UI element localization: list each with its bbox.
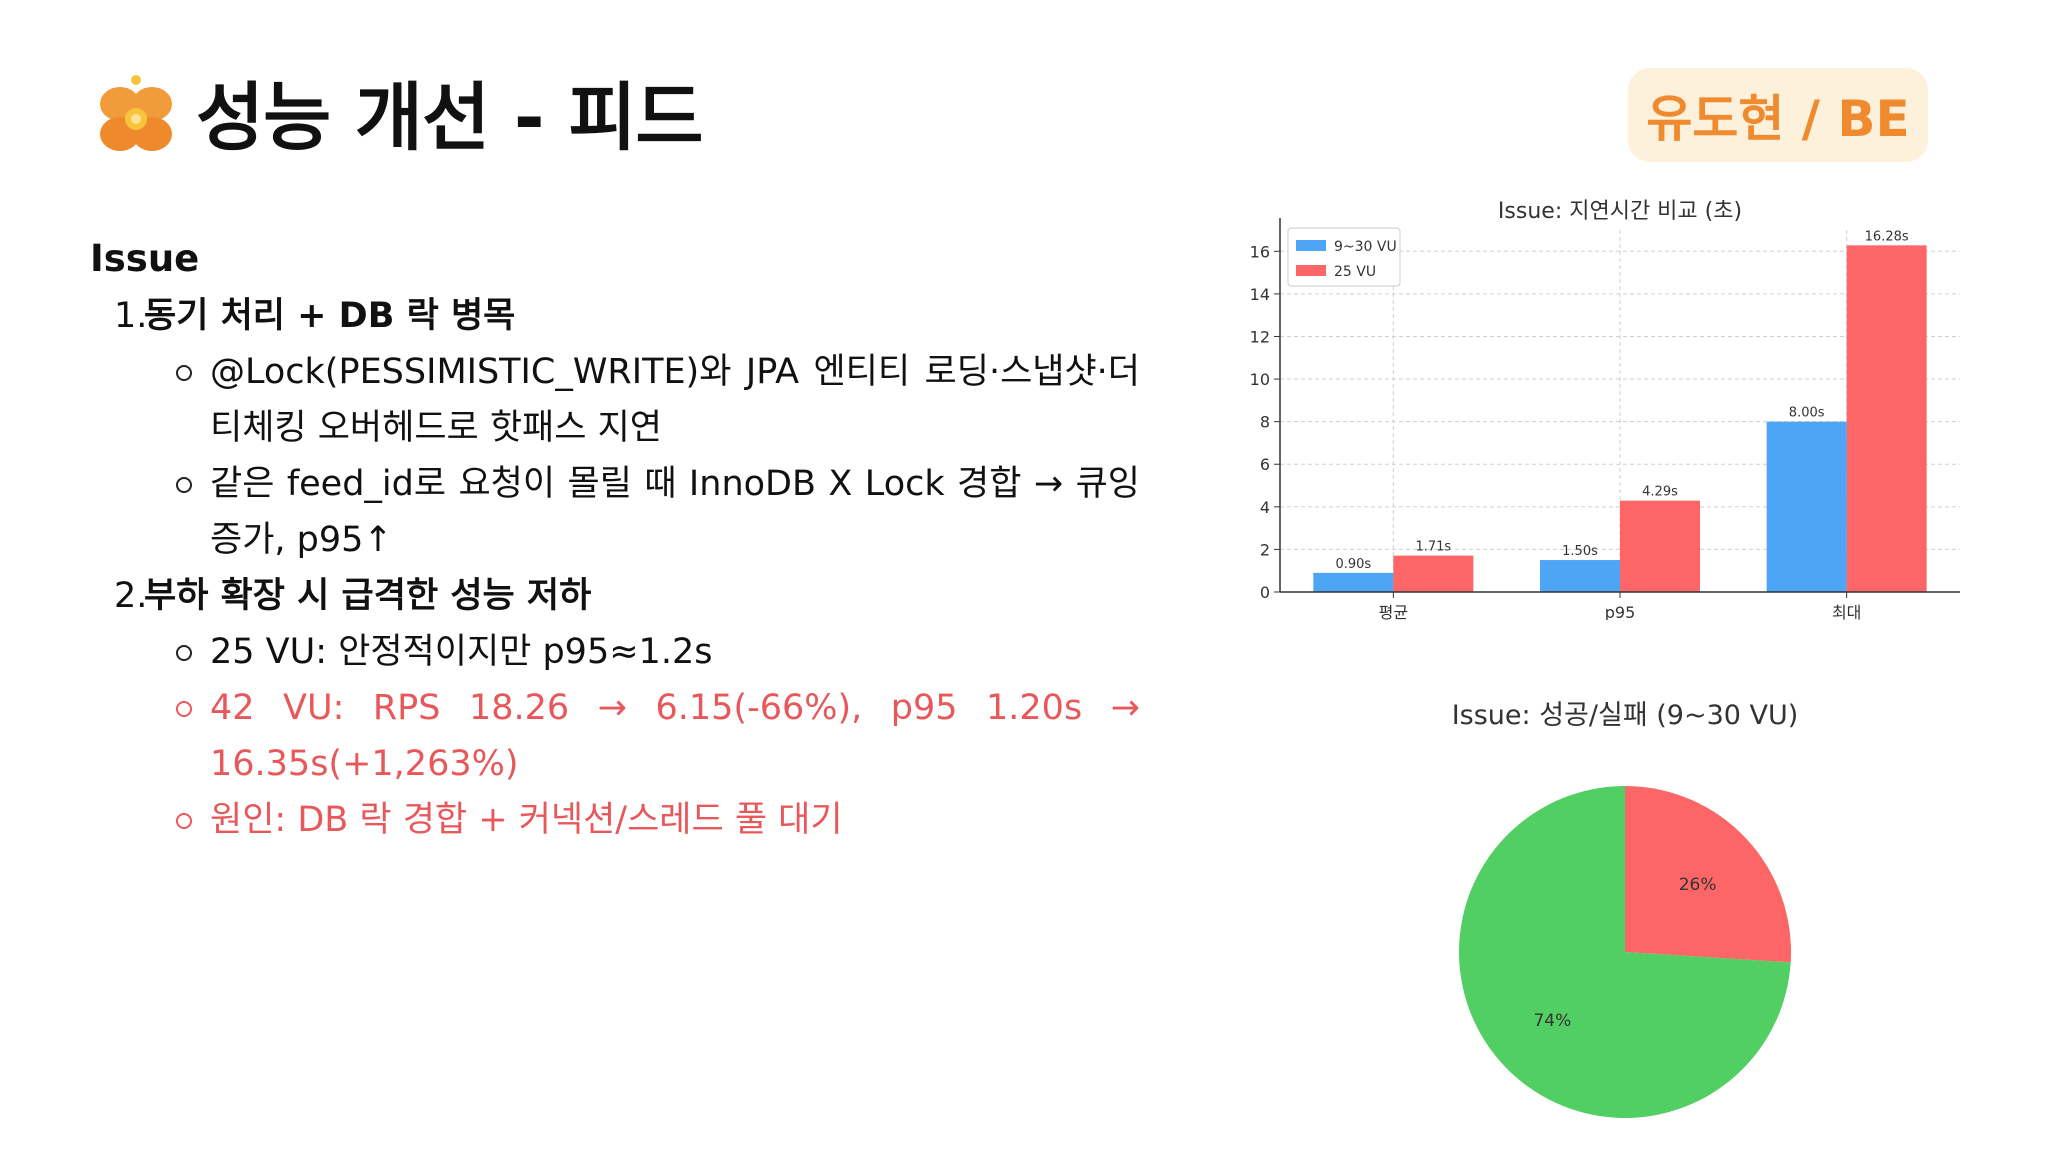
issue-item-1: 1.동기 처리 + DB 락 병목 @Lock(PESSIMISTIC_WRIT… <box>90 288 1140 568</box>
bullet-item-highlight: 원인: DB 락 경합 + 커넥션/스레드 풀 대기 <box>174 792 1140 848</box>
page-title: 성능 개선 - 피드 <box>196 75 703 161</box>
x-tick-label: p95 <box>1605 603 1636 620</box>
y-tick-label: 12 <box>1250 327 1270 346</box>
bullet-item: 25 VU: 안정적이지만 p95≈1.2s <box>174 624 1140 680</box>
y-tick-label: 2 <box>1260 540 1270 559</box>
x-tick-label: 최대 <box>1832 603 1861 620</box>
bar <box>1313 572 1394 592</box>
author-badge: 유도현 / BE <box>1628 68 1928 162</box>
issue-item-2: 2.부하 확장 시 급격한 성능 저하 25 VU: 안정적이지만 p95≈1.… <box>90 568 1140 848</box>
orange-flower-logo-icon <box>100 75 172 151</box>
legend-swatch <box>1296 240 1326 251</box>
bar <box>1540 560 1620 592</box>
bar-value-label: 8.00s <box>1789 406 1825 421</box>
bar <box>1393 555 1474 592</box>
pie-slice-label: 26% <box>1679 875 1717 895</box>
y-tick-label: 8 <box>1260 413 1270 432</box>
issue-content: Issue 1.동기 처리 + DB 락 병목 @Lock(PESSIMISTI… <box>90 230 1140 848</box>
bullet-item: 같은 feed_id로 요청이 몰릴 때 InnoDB X Lock 경합 → … <box>174 456 1140 568</box>
y-tick-label: 6 <box>1260 455 1270 474</box>
y-tick-label: 4 <box>1260 498 1270 517</box>
legend-label: 9~30 VU <box>1334 239 1397 255</box>
latency-bar-chart: Issue: 지연시간 비교 (초) 0 2 4 6 8 10 12 14 16 0.90s 1.50… <box>1250 199 1960 620</box>
bullet-item: @Lock(PESSIMISTIC_WRITE)와 JPA 엔티티 로딩·스냅샷… <box>174 344 1140 456</box>
item-number: 2. <box>114 576 148 616</box>
legend-swatch <box>1296 265 1326 276</box>
y-tick-label: 10 <box>1250 370 1270 389</box>
y-tick-label: 14 <box>1250 285 1270 304</box>
bar-value-label: 4.29s <box>1642 485 1678 500</box>
item-number: 1. <box>114 296 148 336</box>
pie-slice <box>1625 786 1791 963</box>
success-failure-pie-chart: Issue: 성공/실패 (9~30 VU) 26% 74% <box>1452 700 1799 1118</box>
item-title: 부하 확장 시 급격한 성능 저하 <box>144 576 592 616</box>
section-heading: Issue <box>90 237 200 280</box>
y-tick-label: 16 <box>1250 242 1270 261</box>
pie-slice <box>1459 786 1791 1118</box>
bullet-item-highlight: 42 VU: RPS 18.26 → 6.15(-66%), p95 1.20s… <box>174 680 1140 792</box>
bar <box>1766 421 1847 592</box>
bar <box>1620 500 1700 592</box>
y-tick-label: 0 <box>1260 583 1270 602</box>
bar <box>1846 245 1927 592</box>
bar-value-label: 1.50s <box>1562 544 1598 559</box>
item-title: 동기 처리 + DB 락 병목 <box>144 296 516 336</box>
legend-label: 25 VU <box>1334 264 1376 280</box>
chart-title: Issue: 성공/실패 (9~30 VU) <box>1452 700 1799 731</box>
bar-value-label: 0.90s <box>1335 557 1371 572</box>
bar-value-label: 16.28s <box>1865 229 1909 244</box>
bar-value-label: 1.71s <box>1415 540 1451 555</box>
chart-title: Issue: 지연시간 비교 (초) <box>1498 199 1742 224</box>
x-tick-label: 평균 <box>1379 603 1408 620</box>
pie-slice-label: 74% <box>1533 1011 1571 1031</box>
